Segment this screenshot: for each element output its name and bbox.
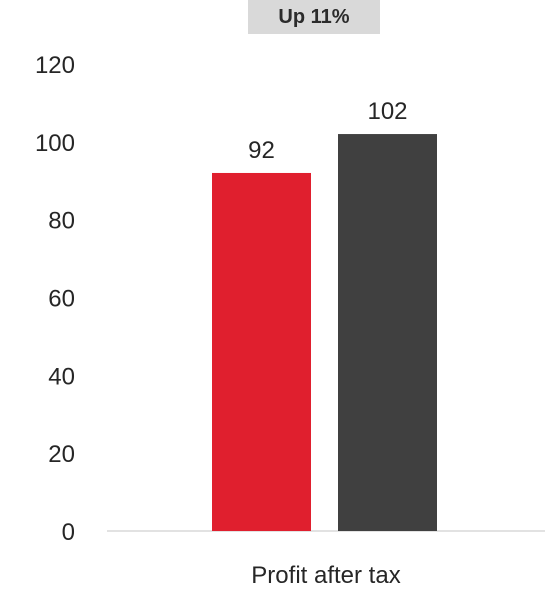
y-tick-label: 40 <box>48 363 75 390</box>
data-label: 102 <box>367 98 407 125</box>
badge-label: Up 11% <box>278 6 349 28</box>
y-tick-label: 0 <box>62 519 75 546</box>
data-labels: 92 102 <box>248 98 407 164</box>
bar-red <box>212 172 311 531</box>
x-axis: Profit after tax <box>251 562 400 589</box>
y-axis: 0 20 40 60 80 100 120 <box>35 52 75 546</box>
category-label: Profit after tax <box>251 562 400 589</box>
y-tick-label: 80 <box>48 208 75 235</box>
data-label: 92 <box>248 137 275 164</box>
y-tick-label: 120 <box>35 52 75 79</box>
bar-dark-grey <box>338 134 437 532</box>
y-tick-label: 60 <box>48 286 75 313</box>
badge-background <box>248 0 380 34</box>
bars <box>212 134 437 532</box>
y-tick-label: 100 <box>35 130 75 157</box>
y-tick-label: 20 <box>48 441 75 468</box>
header-badge: Up 11% <box>248 0 380 34</box>
